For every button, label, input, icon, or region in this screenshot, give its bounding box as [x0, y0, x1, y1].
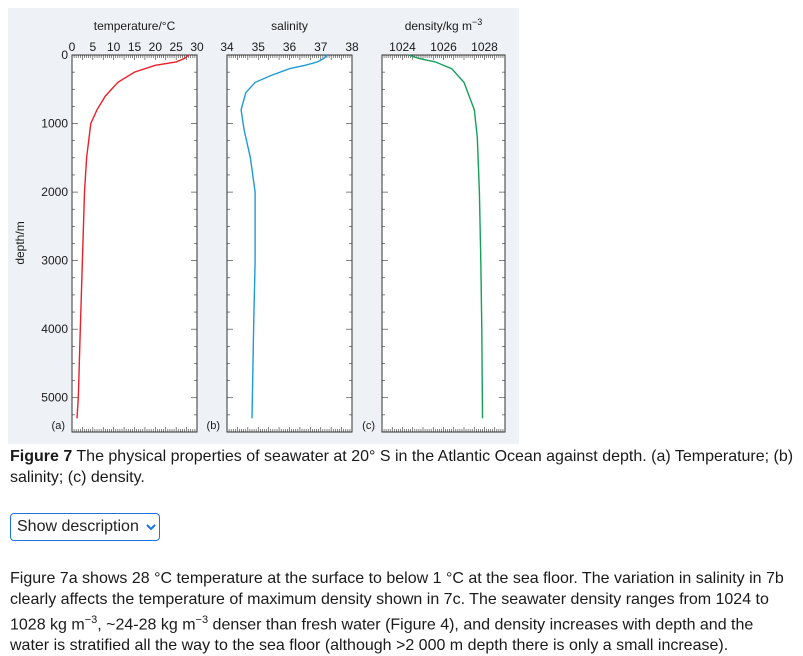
- y-tick-label: 5000: [41, 391, 68, 405]
- show-description-label: Show description: [17, 518, 139, 535]
- plot-frame-2: [226, 54, 353, 433]
- x-tick-label: 0: [69, 40, 76, 54]
- x-tick-label: 1024: [389, 40, 416, 54]
- profile-line-2: [240, 54, 328, 419]
- x-tick-label: 34: [220, 40, 234, 54]
- x-axis-title-3: density/kg m−3: [405, 17, 483, 33]
- x-axis-title-2: salinity: [271, 19, 308, 33]
- x-tick-label: 36: [283, 40, 297, 54]
- y-tick-label: 4000: [41, 322, 68, 336]
- x-axis-title-1: temperature/°C: [94, 19, 176, 33]
- paragraph-part-1: Figure 7a shows 28 °C temperature at the…: [10, 570, 784, 634]
- y-tick-label: 3000: [41, 254, 68, 268]
- x-tick-label: 10: [107, 40, 121, 54]
- y-tick-label: 1000: [41, 117, 68, 131]
- paragraph-part-2: , ~24-28 kg m: [97, 616, 196, 634]
- paragraph-sup-1: −3: [84, 614, 98, 626]
- show-description-button[interactable]: Show description: [10, 513, 160, 541]
- x-tick-label: 1028: [471, 40, 498, 54]
- x-tick-label: 5: [89, 40, 96, 54]
- plot-frame-3: [381, 54, 506, 433]
- panel-letter-2: (b): [207, 420, 220, 432]
- x-tick-label: 15: [128, 40, 142, 54]
- x-tick-label: 30: [190, 40, 204, 54]
- profile-line-1: [76, 54, 190, 419]
- y-tick-label: 2000: [41, 185, 68, 199]
- profile-line-3: [408, 54, 484, 419]
- x-tick-label: 35: [252, 40, 266, 54]
- body-paragraph: Figure 7a shows 28 °C temperature at the…: [10, 568, 795, 656]
- caption-label: Figure 7: [10, 448, 73, 465]
- paragraph-sup-2: −3: [195, 614, 209, 626]
- y-tick-label: 0: [61, 48, 68, 62]
- caption-text: The physical properties of seawater at 2…: [10, 448, 794, 486]
- x-axis-title-superscript: −3: [472, 17, 482, 27]
- y-axis-label: depth/m: [13, 221, 27, 264]
- x-tick-label: 37: [314, 40, 328, 54]
- x-tick-label: 1026: [430, 40, 457, 54]
- figure-caption: Figure 7 The physical properties of seaw…: [10, 446, 798, 488]
- x-tick-label: 38: [345, 40, 359, 54]
- x-tick-label: 20: [149, 40, 163, 54]
- panel-letter-1: (a): [52, 420, 65, 432]
- plot-frame-1: [71, 54, 198, 433]
- figure-7: 0 5 10 15 20 25 30 temperature/°C (a) 34 35 36 37 38 s…: [8, 8, 519, 444]
- chevron-down-icon: [146, 524, 156, 531]
- x-tick-label: 25: [169, 40, 183, 54]
- panel-letter-3: (c): [362, 420, 375, 432]
